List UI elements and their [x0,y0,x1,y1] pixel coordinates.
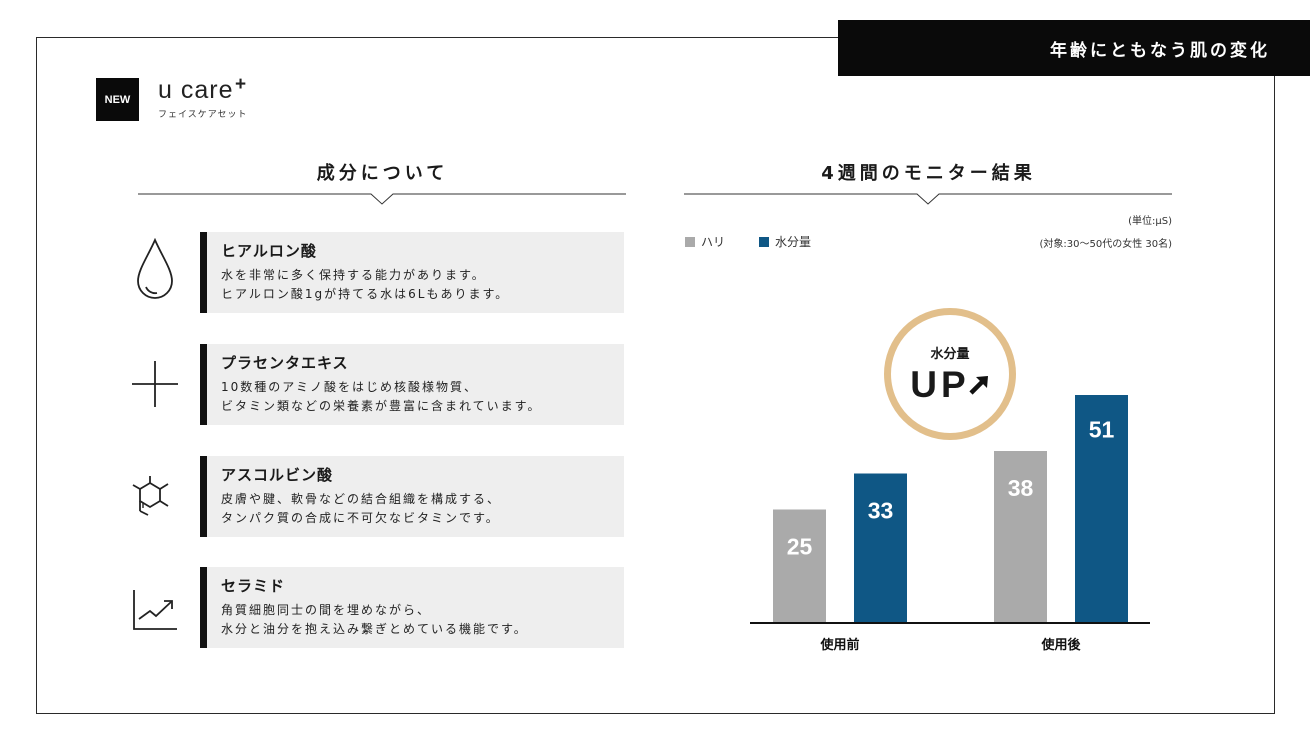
bar-value-label: 38 [1008,475,1034,501]
cross-icon [128,357,182,411]
ingredient-name: セラミド [221,577,286,595]
callout-label: 水分量 [930,346,970,362]
brand-logo: u care [158,76,234,104]
bar-moisture [1075,395,1128,622]
callout-text: UP [910,363,970,405]
legend-item-moisture: 水分量 [759,233,811,250]
ingredient-description: 水分と油分を抱え込み繋ぎとめている機能です。 [221,622,528,636]
molecule-icon [128,470,182,524]
ingredients-title-divider [138,193,626,205]
ingredient-card: プラセンタエキス 10数種のアミノ酸をはじめ核酸様物質、 ビタミン類などの栄養素… [200,344,624,425]
bar-moisture [854,473,907,622]
bar-hari [994,451,1047,622]
ingredient-card: セラミド 角質細胞同士の間を埋めながら、 水分と油分を抱え込み繋ぎとめている機能… [200,567,624,648]
brand-plus: + [235,74,247,95]
legend-swatch [685,236,695,247]
trend-chart-icon [128,583,182,637]
subjects-note: (対象:30〜50代の女性 30名) [1039,239,1172,250]
arrow-up-right-icon [969,375,988,395]
content-frame [36,37,1275,714]
legend-swatch [759,236,769,247]
moisture-up-callout: 水分量 UP [884,308,1016,440]
ingredient-description: ビタミン類などの栄養素が豊富に含まれています。 [221,399,542,413]
ingredient-description: 皮膚や腱、軟骨などの結合組織を構成する、 [221,492,502,506]
legend-item-hari: ハリ [685,233,725,250]
droplet-icon [128,238,182,299]
ingredient-description: 角質細胞同士の間を埋めながら、 [221,603,432,617]
ingredient-name: プラセンタエキス [221,354,349,372]
category-label: 使用前 [819,637,859,653]
ingredient-description: 水を非常に多く保持する能力があります。 [221,268,486,282]
bar-value-label: 33 [868,498,894,524]
bar-hari [773,509,826,622]
new-badge: NEW [96,78,139,121]
unit-note: (単位:μS) [1128,216,1172,227]
bar-value-label: 51 [1089,417,1115,443]
ingredient-description: 10数種のアミノ酸をはじめ核酸様物質、 [221,380,479,394]
ingredient-description: ヒアルロン酸1gが持てる水は6Lもあります。 [221,287,510,301]
ingredient-card: アスコルビン酸 皮膚や腱、軟骨などの結合組織を構成する、 タンパク質の合成に不可… [200,456,624,537]
callout-up: UP [910,364,989,406]
results-title-divider [684,193,1172,205]
category-label: 使用後 [1040,637,1081,653]
ingredient-name: ヒアルロン酸 [221,242,317,260]
legend-label: 水分量 [775,235,812,249]
legend-label: ハリ [701,235,726,249]
brand-subtitle: フェイスケアセット [158,110,248,120]
header-banner: 年齢にともなう肌の変化 [838,20,1310,76]
ingredient-name: アスコルビン酸 [221,466,334,484]
ingredient-card: ヒアルロン酸 水を非常に多く保持する能力があります。 ヒアルロン酸1gが持てる水… [200,232,624,313]
results-title: 4週間のモニター結果 [821,163,1036,184]
bar-chart: 25 33 使用前 38 51 使用後 [750,395,1150,653]
ingredient-description: タンパク質の合成に不可欠なビタミンです。 [221,511,500,525]
bar-value-label: 25 [787,534,813,560]
ingredients-title: 成分について [316,163,449,184]
